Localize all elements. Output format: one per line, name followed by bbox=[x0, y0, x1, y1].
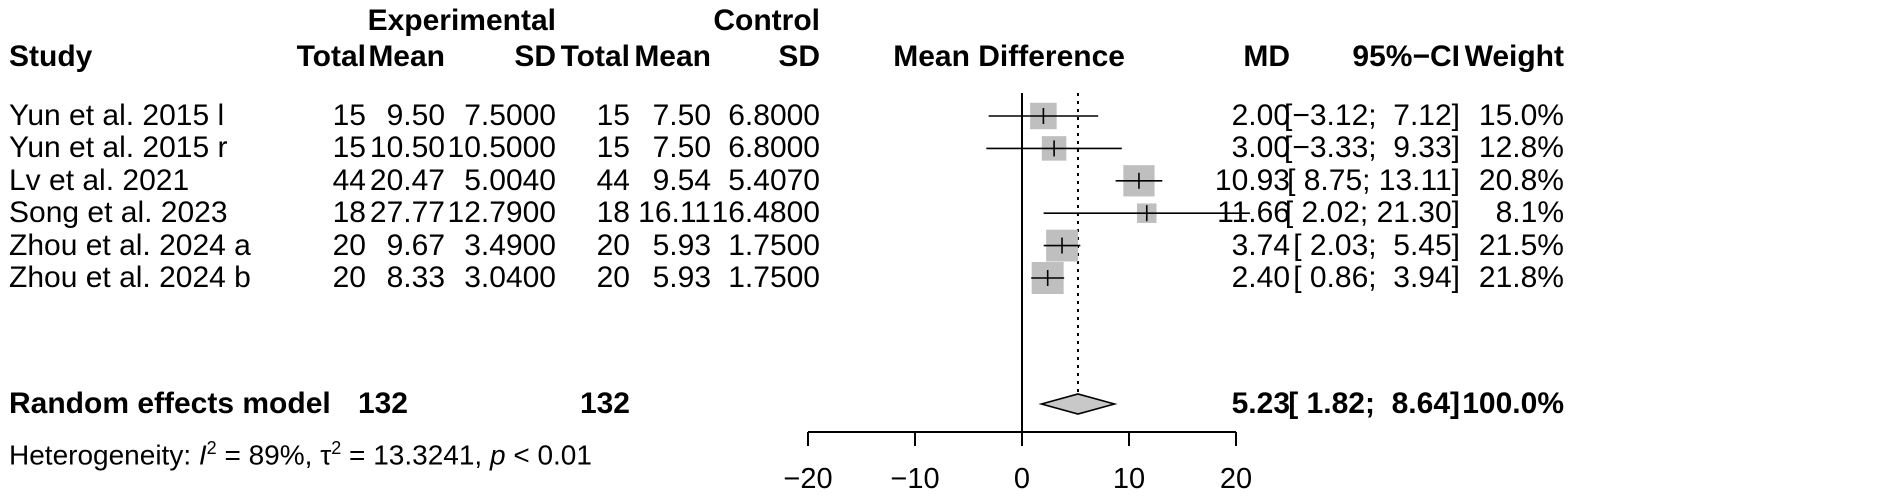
header-study: Study bbox=[9, 40, 93, 73]
header-exp-total: Total bbox=[296, 40, 366, 73]
header-experimental: Experimental bbox=[367, 4, 556, 37]
weight-value: 21.8% bbox=[1478, 261, 1564, 294]
x-tick-label: 20 bbox=[1220, 463, 1252, 495]
ci-value: [−3.12; 7.12] bbox=[1284, 99, 1460, 132]
heterogeneity-text: Heterogeneity: I2 = 89%, τ2 = 13.3241, p… bbox=[9, 438, 592, 471]
header-ctrl-sd: SD bbox=[778, 40, 820, 73]
ctrl-sd: 1.7500 bbox=[728, 228, 820, 262]
header-control: Control bbox=[713, 4, 820, 37]
exp-mean: 9.50 bbox=[386, 99, 445, 132]
exp-mean: 9.67 bbox=[386, 228, 445, 262]
ctrl-mean: 7.50 bbox=[652, 99, 711, 132]
pooled-ctrl-total: 132 bbox=[579, 387, 630, 420]
ctrl-total: 44 bbox=[596, 163, 630, 197]
header-ctrl-total: Total bbox=[560, 40, 630, 73]
weight-value: 20.8% bbox=[1478, 163, 1564, 197]
exp-total: 20 bbox=[332, 261, 366, 294]
study-name: Lv et al. 2021 bbox=[9, 163, 190, 197]
exp-sd: 3.0400 bbox=[464, 261, 556, 294]
exp-sd: 5.0040 bbox=[464, 163, 556, 197]
weight-value: 21.5% bbox=[1478, 228, 1564, 262]
md-value: 3.74 bbox=[1231, 228, 1290, 262]
exp-mean: 8.33 bbox=[386, 261, 445, 294]
md-value: 11.66 bbox=[1217, 196, 1290, 230]
md-value: 2.40 bbox=[1231, 261, 1290, 294]
x-tick-label: 10 bbox=[1113, 463, 1145, 495]
ctrl-total: 20 bbox=[596, 228, 630, 262]
ctrl-total: 15 bbox=[596, 99, 630, 132]
pooled-label: Random effects model bbox=[9, 387, 331, 420]
ci-value: [ 2.03; 5.45] bbox=[1293, 228, 1460, 262]
exp-mean: 20.47 bbox=[369, 163, 445, 197]
ctrl-sd: 16.4800 bbox=[711, 196, 820, 230]
exp-sd: 7.5000 bbox=[464, 99, 556, 132]
study-name: Yun et al. 2015 l bbox=[9, 99, 225, 132]
pooled-md: 5.23 bbox=[1231, 387, 1290, 420]
study-name: Song et al. 2023 bbox=[9, 196, 228, 230]
x-tick-label: −20 bbox=[783, 463, 832, 495]
header-exp-sd: SD bbox=[514, 40, 556, 73]
exp-total: 44 bbox=[332, 163, 366, 197]
pooled-weight: 100.0% bbox=[1462, 387, 1564, 420]
ci-value: [ 8.75; 13.11] bbox=[1287, 163, 1460, 197]
pooled-diamond bbox=[1038, 393, 1118, 415]
ctrl-mean: 7.50 bbox=[652, 131, 711, 165]
ctrl-mean: 9.54 bbox=[652, 163, 711, 197]
pooled-ci: [ 1.82; 8.64] bbox=[1288, 387, 1460, 420]
header-weight: Weight bbox=[1464, 40, 1564, 73]
study-name: Yun et al. 2015 r bbox=[9, 131, 228, 165]
ctrl-sd: 5.4070 bbox=[728, 163, 820, 197]
ctrl-total: 20 bbox=[596, 261, 630, 294]
exp-mean: 10.50 bbox=[369, 131, 445, 165]
weight-value: 15.0% bbox=[1478, 99, 1564, 132]
plot-layer: −20 −10 0 10 20 bbox=[783, 93, 1252, 495]
study-name: Zhou et al. 2024 a bbox=[9, 228, 251, 262]
study-name: Zhou et al. 2024 b bbox=[9, 261, 251, 294]
ctrl-total: 15 bbox=[596, 131, 630, 165]
exp-total: 15 bbox=[332, 99, 366, 132]
header-exp-mean: Mean bbox=[368, 40, 445, 73]
weight-value: 12.8% bbox=[1478, 131, 1564, 165]
header-ci: 95%−CI bbox=[1352, 40, 1460, 73]
exp-sd: 3.4900 bbox=[464, 228, 556, 262]
exp-mean: 27.77 bbox=[369, 196, 445, 230]
ci-value: [ 0.86; 3.94] bbox=[1293, 261, 1460, 294]
ci-value: [−3.33; 9.33] bbox=[1284, 131, 1460, 165]
exp-total: 15 bbox=[332, 131, 366, 165]
exp-total: 20 bbox=[332, 228, 366, 262]
weight-value: 8.1% bbox=[1495, 196, 1564, 230]
ctrl-sd: 1.7500 bbox=[728, 261, 820, 294]
x-tick-label: −10 bbox=[890, 463, 939, 495]
header-ctrl-mean: Mean bbox=[634, 40, 711, 73]
ctrl-sd: 6.8000 bbox=[728, 99, 820, 132]
pooled-exp-total: 132 bbox=[357, 387, 408, 420]
header-md: MD bbox=[1243, 40, 1290, 73]
ctrl-mean: 16.11 bbox=[638, 196, 711, 230]
ctrl-mean: 5.93 bbox=[652, 228, 711, 262]
ctrl-sd: 6.8000 bbox=[728, 131, 820, 165]
ctrl-mean: 5.93 bbox=[652, 261, 711, 294]
md-value: 2.00 bbox=[1231, 99, 1290, 132]
md-value: 10.93 bbox=[1214, 163, 1290, 197]
exp-total: 18 bbox=[332, 196, 366, 230]
exp-sd: 10.5000 bbox=[447, 131, 556, 165]
ci-value: [ 2.02; 21.30] bbox=[1284, 196, 1460, 230]
ctrl-total: 18 bbox=[596, 196, 630, 230]
x-tick-label: 0 bbox=[1014, 463, 1030, 495]
header-mean-difference: Mean Difference bbox=[893, 40, 1125, 73]
exp-sd: 12.7900 bbox=[447, 196, 556, 230]
md-value: 3.00 bbox=[1231, 131, 1290, 165]
